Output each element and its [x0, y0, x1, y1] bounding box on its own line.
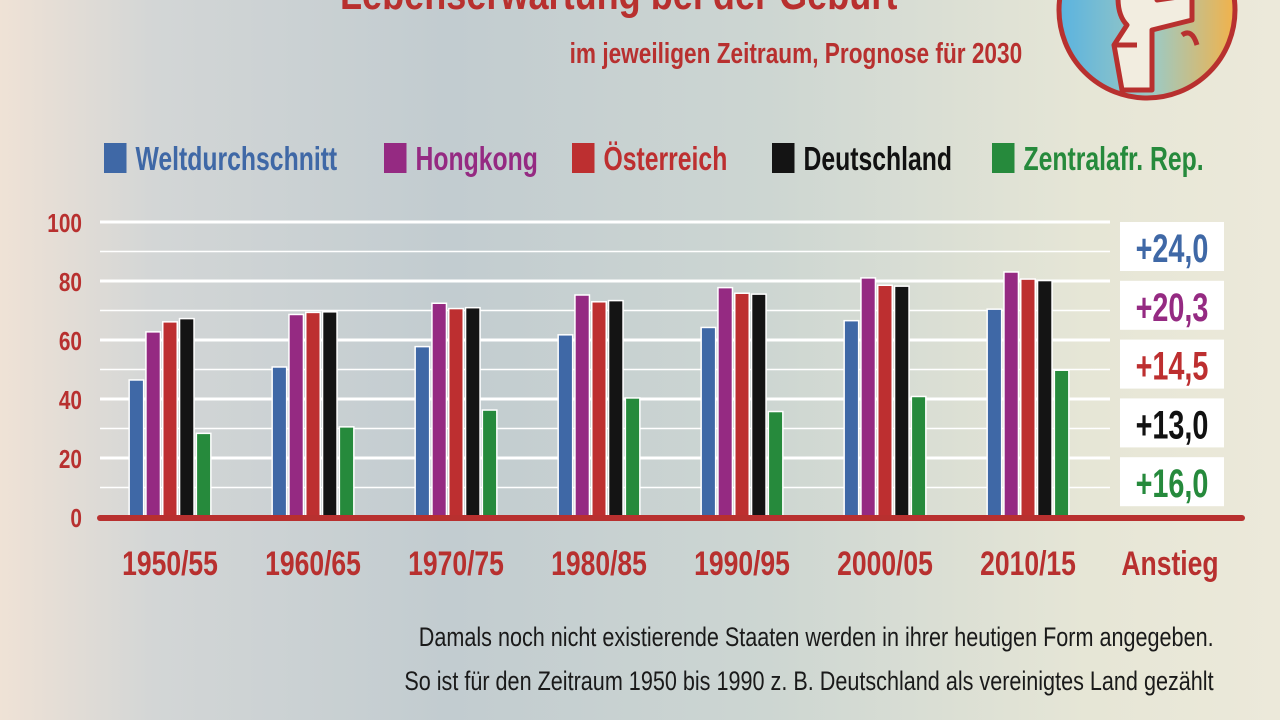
y-tick-label: 80 — [59, 268, 82, 297]
increase-label: Anstieg — [1121, 545, 1218, 583]
bar — [769, 412, 783, 517]
legend: Weltdurchschnitt Hongkong Österreich Deutsc… — [104, 140, 1234, 180]
bar — [340, 427, 354, 517]
legend-label: Deutschland — [803, 140, 953, 177]
bar — [626, 398, 640, 517]
increase-box — [1120, 339, 1224, 389]
increase-box — [1120, 280, 1224, 330]
legend-swatch — [992, 143, 1015, 173]
bar — [844, 321, 858, 517]
bar — [1004, 272, 1018, 517]
chart-subtitle: im jeweiligen Zeitraum, Prognose für 203… — [569, 38, 1022, 70]
bar — [129, 380, 143, 517]
bar — [878, 286, 892, 517]
increase-value: +24,0 — [1136, 226, 1209, 271]
legend-label: Österreich — [603, 140, 728, 177]
y-tick-label: 20 — [59, 445, 82, 474]
increase-value: +14,5 — [1136, 344, 1209, 389]
x-tick-label: 2010/15 — [980, 545, 1076, 583]
bar — [163, 322, 177, 517]
bar — [609, 301, 623, 517]
bar — [432, 304, 446, 517]
bar — [272, 367, 286, 517]
y-tick-label: 100 — [47, 209, 82, 238]
bar — [701, 328, 715, 517]
bar — [718, 288, 732, 517]
x-tick-label: 1960/65 — [265, 545, 361, 583]
x-tick-label: 1990/95 — [694, 545, 790, 583]
y-tick-label: 60 — [59, 327, 82, 356]
legend-label: Zentralafr. Rep. — [1023, 140, 1204, 177]
x-tick-label: 2000/05 — [837, 545, 933, 583]
increase-value: +20,3 — [1136, 285, 1209, 330]
footnote-line-2: So ist für den Zeitraum 1950 bis 1990 z.… — [404, 666, 1214, 696]
increase-box — [1120, 398, 1224, 448]
chart-title: Lebenserwartung bei der Geburt — [340, 0, 897, 20]
bar — [912, 397, 926, 517]
bar — [735, 293, 749, 517]
bar-chart: 0 20 40 60 80 100 1950/55 1960/65 1970/75 1980/85… — [47, 209, 1245, 583]
legend-item: Österreich — [572, 140, 727, 178]
bar — [449, 309, 463, 517]
bar — [483, 410, 497, 517]
legend-swatch — [572, 143, 595, 173]
bar — [306, 313, 320, 517]
x-tick-label: 1970/75 — [408, 545, 504, 583]
bar — [466, 308, 480, 517]
bar — [575, 295, 589, 517]
bar — [289, 315, 303, 517]
legend-item: Deutschland — [772, 140, 952, 178]
legend-swatch — [104, 143, 127, 173]
bar — [861, 278, 875, 517]
legend-item: Weltdurchschnitt — [104, 140, 337, 178]
bar — [1055, 370, 1069, 517]
x-tick-label: 1950/55 — [122, 545, 218, 583]
bar — [146, 332, 160, 517]
bar — [1038, 281, 1052, 517]
bar — [558, 335, 572, 517]
legend-swatch — [384, 143, 407, 173]
increase-box — [1120, 457, 1224, 507]
bar — [592, 302, 606, 517]
footnote-line-1: Damals noch nicht existierende Staaten w… — [419, 622, 1214, 652]
bar — [197, 434, 211, 517]
increase-value: +16,0 — [1136, 462, 1209, 507]
y-tick-label: 0 — [70, 504, 82, 533]
legend-label: Weltdurchschnitt — [135, 140, 338, 177]
bar — [1021, 279, 1035, 517]
bar — [180, 319, 194, 517]
legend-label: Hongkong — [415, 140, 538, 177]
legend-item: Zentralafr. Rep. — [992, 140, 1204, 178]
legend-item: Hongkong — [384, 140, 538, 178]
bar — [987, 309, 1001, 517]
legend-swatch — [772, 143, 795, 173]
bar — [752, 294, 766, 517]
bar — [415, 347, 429, 517]
bar — [895, 286, 909, 517]
bar — [323, 312, 337, 517]
x-tick-label: 1980/85 — [551, 545, 647, 583]
increase-value: +13,0 — [1136, 403, 1209, 448]
y-tick-label: 40 — [59, 386, 82, 415]
increase-box — [1120, 222, 1224, 271]
person-pointing-circle-icon — [1056, 0, 1238, 101]
